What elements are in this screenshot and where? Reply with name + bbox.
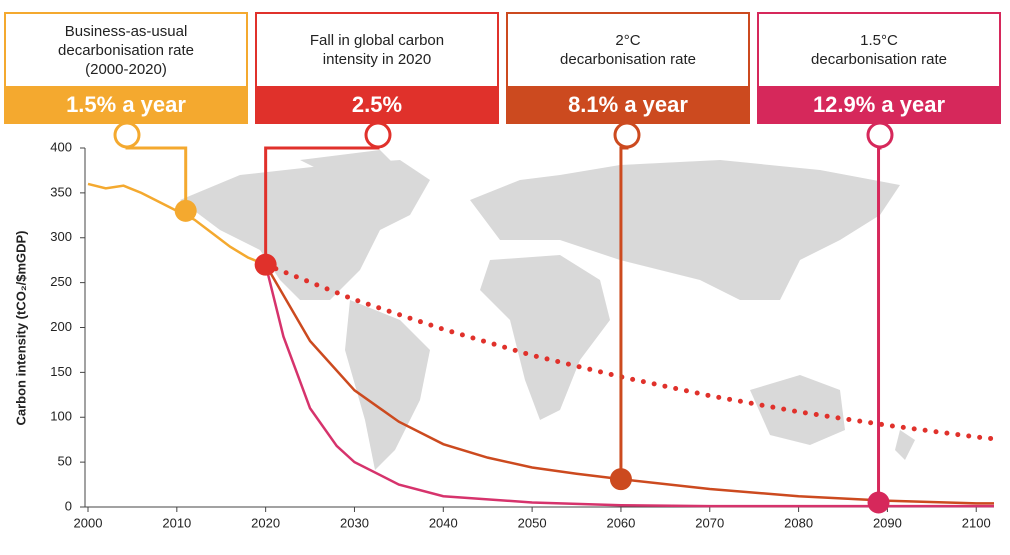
callout-title: 2°C decarbonisation rate — [506, 12, 750, 86]
callout-title: Business-as-usual decarbonisation rate (20… — [4, 12, 248, 86]
x-tick-label: 2080 — [784, 515, 813, 530]
annotation-dot — [254, 253, 277, 276]
callout-title-line: Fall in global carbon — [309, 32, 445, 49]
callout-title-line: decarbonisation rate — [811, 51, 947, 68]
y-tick-label: 400 — [50, 139, 72, 154]
callout-title-line: 1.5°C — [860, 32, 898, 49]
y-tick-label: 300 — [50, 229, 72, 244]
callout-ring — [866, 121, 894, 149]
x-tick-label: 2030 — [340, 515, 369, 530]
y-tick-label: 100 — [50, 409, 72, 424]
callout-value: 2.5% — [255, 86, 499, 124]
y-tick-label: 0 — [65, 498, 72, 513]
y-tick-label: 250 — [50, 274, 72, 289]
y-tick-label: 350 — [50, 184, 72, 199]
x-tick-label: 2060 — [606, 515, 635, 530]
callout-value: 1.5% a year — [4, 86, 248, 124]
callout-title-line: intensity in 2020 — [322, 51, 432, 68]
x-tick-label: 2050 — [518, 515, 547, 530]
x-tick-label: 2040 — [429, 515, 458, 530]
world-map — [180, 150, 915, 470]
callout-title-line: (2000-2020) — [85, 60, 167, 78]
x-tick-label: 2000 — [74, 515, 103, 530]
series-line — [263, 262, 997, 442]
connector — [877, 135, 882, 503]
callout-box: Fall in global carbon intensity in 2020 2.… — [255, 12, 499, 124]
callout-title-line: decarbonisation rate — [560, 51, 696, 68]
callout-box: 2°C decarbonisation rate 8.1% a year — [506, 12, 750, 124]
x-tick-label: 2100 — [962, 515, 991, 530]
callout-title: 1.5°C decarbonisation rate — [757, 12, 1001, 86]
annotation-dot — [174, 199, 197, 222]
y-axis-label: Carbon intensity (tCO₂/$mGDP) — [13, 230, 28, 425]
callout-box: Business-as-usual decarbonisation rate (20… — [4, 12, 248, 124]
annotation-dot — [609, 468, 632, 491]
callout-value: 8.1% a year — [506, 86, 750, 124]
callout-ring — [364, 121, 392, 149]
series-line — [264, 264, 994, 508]
y-tick-label: 50 — [58, 454, 72, 469]
callout-title-line: Business-as-usual — [64, 22, 188, 40]
callout-title-line: decarbonisation rate — [58, 41, 194, 59]
annotation-dot — [867, 491, 890, 514]
callout-ring — [113, 121, 141, 149]
x-tick-label: 2070 — [695, 515, 724, 530]
y-tick-label: 200 — [50, 319, 72, 334]
callout-value: 12.9% a year — [757, 86, 1001, 124]
x-tick-label: 2090 — [873, 515, 902, 530]
callout-title-line: 2°C — [615, 32, 641, 49]
callout-ring — [613, 121, 641, 149]
y-tick-label: 150 — [50, 364, 72, 379]
x-tick-label: 2010 — [162, 515, 191, 530]
x-tick-label: 2020 — [251, 515, 280, 530]
callout-box: 1.5°C decarbonisation rate 12.9% a year — [757, 12, 1001, 124]
callout-title: Fall in global carbon intensity in 2020 — [255, 12, 499, 86]
